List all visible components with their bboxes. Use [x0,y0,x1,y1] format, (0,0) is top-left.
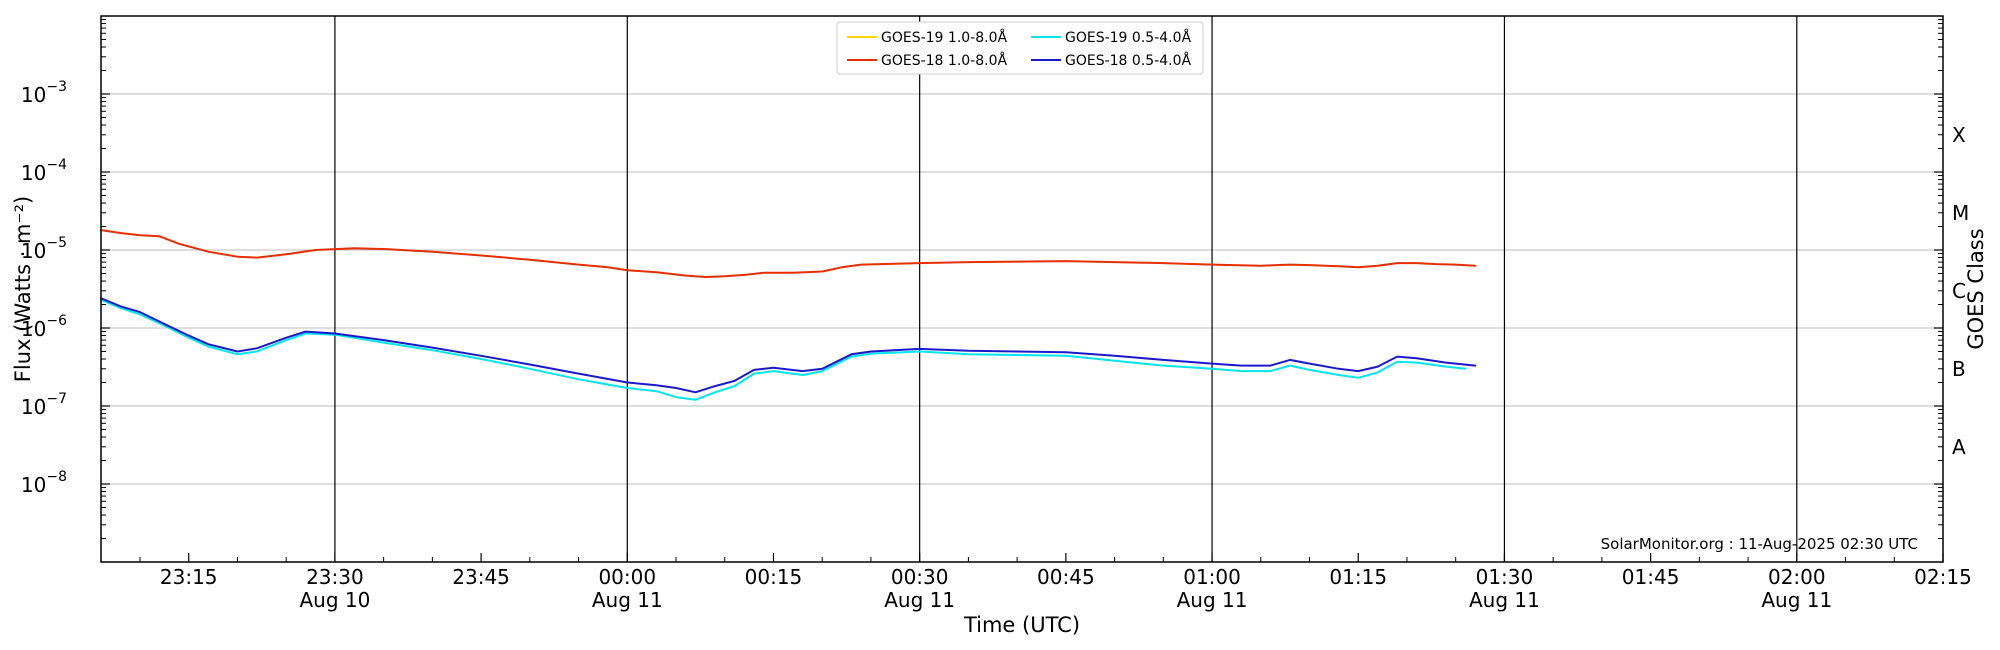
goes-class-label: A [1952,435,1966,459]
goes-class-label: M [1952,201,1969,225]
y-tick-label: 10−7 [21,391,67,419]
x-tick-date-label: Aug 11 [1177,588,1248,612]
x-tick-date-label: Aug 10 [299,588,370,612]
x-tick-label: 00:30 [891,565,949,589]
series-line-3 [100,298,1467,401]
x-tick-label: 01:15 [1329,565,1387,589]
x-tick-label: 02:00 [1768,565,1826,589]
legend-label: GOES-18 1.0-8.0Å [881,52,1007,69]
x-tick-label: 00:00 [598,565,656,589]
x-tick-label: 01:45 [1622,565,1680,589]
x-tick-label: 00:15 [745,565,803,589]
x-tick-label: 23:15 [160,565,218,589]
x-tick-date-label: Aug 11 [1761,588,1832,612]
x-tick-date-label: Aug 11 [884,588,955,612]
credit-text: SolarMonitor.org : 11-Aug-2025 02:30 UTC [1601,535,1918,553]
x-tick-date-label: Aug 11 [592,588,663,612]
x-tick-label: 01:30 [1476,565,1534,589]
legend-label: GOES-19 0.5-4.0Å [1065,29,1191,46]
y-tick-base: 10 [21,473,46,497]
legend-label: GOES-18 0.5-4.0Å [1065,52,1191,69]
series-line-2 [100,229,1477,278]
right-axis-title: GOES Class [1964,228,1988,349]
y-axis-title: Flux (Watts · m⁻²) [11,196,35,382]
x-tick-label: 23:45 [452,565,510,589]
y-tick-exponent: −3 [46,79,67,95]
y-tick-label: 10−3 [21,79,67,107]
y-tick-base: 10 [21,239,46,263]
y-tick-base: 10 [21,161,46,185]
y-tick-base: 10 [21,83,46,107]
y-tick-base: 10 [21,395,46,419]
goes-class-label: B [1952,357,1966,381]
x-tick-label: 23:30 [306,565,364,589]
y-tick-base: 10 [21,317,46,341]
x-tick-label: 02:15 [1914,565,1972,589]
y-tick-exponent: −5 [46,235,67,251]
y-tick-label: 10−4 [21,157,67,185]
y-tick-exponent: −6 [46,313,67,329]
plot-frame [100,15,1944,563]
goes-class-label: C [1952,279,1966,303]
y-tick-exponent: −7 [46,391,67,407]
y-tick-exponent: −4 [46,157,67,173]
y-tick-label: 10−5 [21,235,67,263]
legend-box [836,21,1204,75]
x-tick-date-label: Aug 11 [1469,588,1540,612]
y-tick-exponent: −8 [46,469,67,485]
x-tick-label: 00:45 [1037,565,1095,589]
x-axis-title: Time (UTC) [963,613,1080,637]
goes-class-label: X [1952,123,1966,147]
x-tick-label: 01:00 [1183,565,1241,589]
legend: GOES-19 1.0-8.0Å GOES-18 1.0-8.0Å GOES-19 … [836,21,1204,75]
y-tick-label: 10−8 [21,469,67,497]
y-tick-label: 10−6 [21,313,67,341]
series-line-4 [100,297,1477,394]
legend-label: GOES-19 1.0-8.0Å [881,29,1007,46]
